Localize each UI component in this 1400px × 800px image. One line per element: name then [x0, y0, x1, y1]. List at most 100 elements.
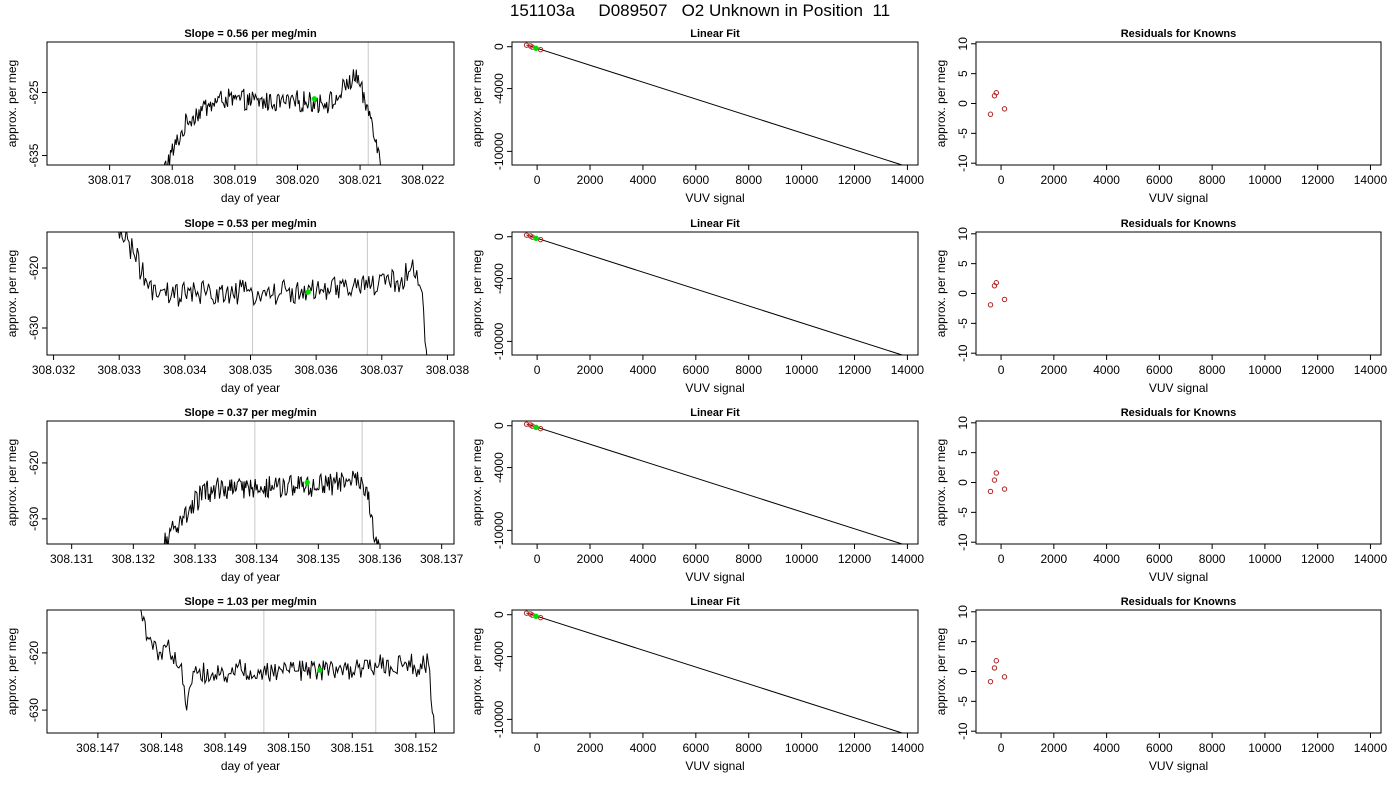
x-tick-label: 0 — [534, 552, 541, 566]
data-trace — [163, 470, 380, 544]
fit-line — [526, 612, 903, 733]
x-axis-label: day of year — [221, 570, 280, 584]
y-axis-label: approx. per meg — [934, 60, 948, 147]
y-tick-label: -4000 — [492, 641, 506, 672]
x-tick-label: 4000 — [630, 741, 657, 755]
chart-panel-3-1: Linear Fit 0 2000 4000 6000 8000 10000 12000 140… — [470, 596, 924, 773]
x-tick-label: 308.132 — [112, 552, 156, 566]
known-point — [987, 678, 994, 685]
y-tick-label: 5 — [956, 260, 970, 267]
y-tick-label: -10 — [956, 344, 970, 362]
x-tick-label: 12000 — [1301, 741, 1335, 755]
x-tick-label: 8000 — [735, 741, 762, 755]
y-tick-label: -10 — [956, 533, 970, 551]
unknown-marker — [305, 289, 311, 295]
x-tick-label: 4000 — [1093, 741, 1120, 755]
chart-panel-2-1: Linear Fit 0 2000 4000 6000 8000 10000 12000 140… — [470, 407, 924, 584]
chart-panel-3-0: Slope = 1.03 per meg/min 308.147 308.148 30… — [5, 596, 455, 773]
x-tick-label: 4000 — [630, 552, 657, 566]
x-tick-label: 308.137 — [420, 552, 464, 566]
x-tick-label: 2000 — [1040, 173, 1067, 187]
y-tick-label: -630 — [27, 507, 41, 531]
unknown-point — [533, 424, 539, 430]
plot-area — [523, 42, 903, 165]
plot-frame — [975, 609, 1382, 734]
x-tick-label: 14000 — [1354, 552, 1388, 566]
plot-area — [136, 610, 436, 733]
x-tick-label: 14000 — [891, 363, 925, 377]
y-axis-label: approx. per meg — [5, 60, 19, 147]
y-tick-label: -4000 — [492, 452, 506, 483]
plot-frame — [975, 231, 1382, 356]
panel-title: Residuals for Knowns — [1121, 407, 1237, 419]
unknown-point — [533, 235, 539, 241]
y-tick-label: -630 — [27, 698, 41, 722]
known-point — [987, 302, 994, 308]
y-tick-label: -4000 — [492, 263, 506, 294]
y-tick-label: 5 — [956, 449, 970, 456]
fit-line — [526, 234, 903, 355]
x-tick-label: 308.022 — [401, 173, 445, 187]
plot-area — [987, 90, 1008, 117]
x-tick-label: 308.034 — [163, 363, 207, 377]
known-point — [987, 111, 994, 117]
x-tick-label: 4000 — [1093, 552, 1120, 566]
x-tick-label: 14000 — [891, 552, 925, 566]
y-tick-label: -10 — [956, 722, 970, 740]
known-point — [993, 90, 1000, 96]
x-tick-label: 12000 — [838, 363, 872, 377]
known-point — [993, 470, 1000, 476]
x-axis-label: day of year — [221, 759, 280, 773]
x-tick-label: 6000 — [682, 741, 709, 755]
y-tick-label: -10000 — [492, 132, 506, 170]
panel-title: Slope = 0.56 per meg/min — [184, 28, 317, 40]
x-tick-label: 8000 — [1199, 552, 1226, 566]
known-point — [1001, 296, 1008, 303]
y-tick-label: -625 — [27, 80, 41, 104]
x-tick-label: 12000 — [838, 552, 872, 566]
x-tick-label: 8000 — [735, 552, 762, 566]
x-tick-label: 0 — [534, 741, 541, 755]
x-tick-label: 10000 — [785, 363, 819, 377]
plot-frame — [46, 609, 455, 734]
x-tick-label: 2000 — [1040, 741, 1067, 755]
panel-title: Slope = 0.53 per meg/min — [184, 218, 317, 230]
x-tick-label: 8000 — [1199, 173, 1226, 187]
data-trace — [118, 232, 428, 355]
x-tick-label: 308.135 — [297, 552, 341, 566]
y-tick-label: -620 — [27, 451, 41, 475]
y-axis-label: approx. per meg — [934, 250, 948, 337]
unknown-marker — [304, 479, 310, 486]
x-tick-label: 308.017 — [88, 173, 132, 187]
y-tick-label: 0 — [956, 479, 970, 486]
x-tick-label: 2000 — [577, 552, 604, 566]
panel-title: Residuals for Knowns — [1121, 28, 1237, 40]
x-axis-label: VUV signal — [1149, 759, 1208, 773]
known-point — [1001, 486, 1008, 492]
y-tick-label: -5 — [956, 128, 970, 139]
x-tick-label: 308.036 — [294, 363, 338, 377]
x-tick-label: 308.131 — [50, 552, 94, 566]
x-tick-label: 308.035 — [229, 363, 273, 377]
unknown-marker — [311, 96, 318, 102]
x-tick-label: 308.147 — [76, 741, 120, 755]
x-tick-label: 6000 — [1146, 741, 1173, 755]
x-tick-label: 6000 — [682, 552, 709, 566]
plot-area — [987, 658, 1008, 685]
plot-area — [163, 421, 380, 544]
plot-frame — [511, 609, 919, 734]
x-tick-label: 8000 — [735, 173, 762, 187]
chart-panel-1-0: Slope = 0.53 per meg/min 308.032 308.033 30… — [5, 218, 469, 395]
x-tick-label: 308.150 — [267, 741, 311, 755]
x-tick-label: 14000 — [891, 173, 925, 187]
x-tick-label: 2000 — [1040, 552, 1067, 566]
figure-title: 151103a D089507 O2 Unknown in Position 1… — [509, 1, 891, 20]
known-point — [991, 477, 998, 483]
y-axis-label: approx. per meg — [470, 60, 484, 147]
x-tick-label: 8000 — [1199, 741, 1226, 755]
plot-area — [987, 280, 1008, 308]
plot-frame — [511, 231, 919, 356]
